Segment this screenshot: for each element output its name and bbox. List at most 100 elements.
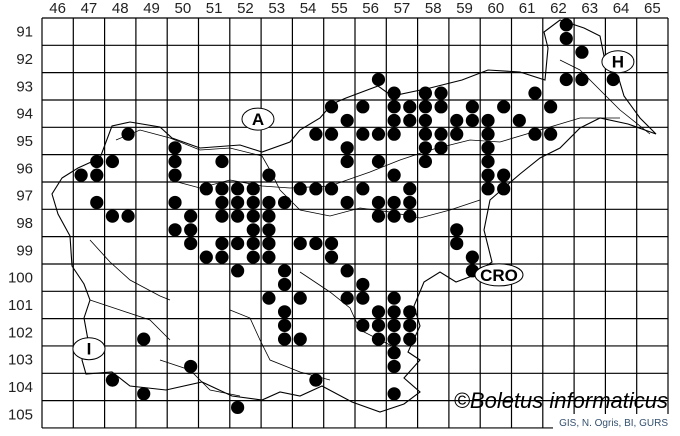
record-dot [262,250,276,264]
record-dot [262,168,276,182]
record-dot [74,168,88,182]
record-dot [105,373,120,387]
column-label: 47 [81,0,98,17]
record-dot [465,250,479,264]
record-dot [277,318,292,333]
record-dot [371,72,386,87]
record-dot [387,291,401,305]
column-label: 62 [550,0,567,17]
row-label: 105 [8,406,33,423]
record-dot [277,305,292,319]
record-dot [434,100,448,114]
record-dot [371,332,386,346]
record-dot [168,154,182,169]
record-dot [324,127,339,141]
river [89,299,171,341]
record-dot [481,141,495,155]
record-dot [418,127,433,141]
record-dot [387,113,401,128]
record-dot [215,182,229,196]
record-dot [215,250,229,264]
record-dot [497,100,511,114]
record-dot [137,387,151,401]
record-dot [309,127,323,141]
record-dot [293,332,307,346]
record-dot [403,100,417,114]
record-dot [262,223,276,237]
record-dot [324,182,339,196]
record-dot [184,223,198,237]
record-dot [528,86,542,100]
record-dot [387,318,401,333]
record-dot [340,154,354,169]
record-dot [90,195,104,210]
record-dot [403,209,417,223]
record-dot [371,318,386,333]
column-label: 50 [175,0,192,17]
record-dot [184,236,198,251]
record-dot [575,72,589,87]
record-dot [246,182,260,196]
record-dot [324,250,339,264]
record-dot [418,141,433,155]
record-dot [293,291,307,305]
credit-background [553,414,671,429]
record-dot [434,86,448,100]
record-dot [434,127,448,141]
record-dot [231,182,245,196]
column-label: 63 [581,0,598,17]
record-dot [90,154,104,169]
record-dot [246,195,260,210]
country-label: I [87,340,92,359]
record-dot [246,209,260,223]
record-dot [262,236,276,251]
credit-text: GIS, N. Ogris, BI, GURS [559,418,668,429]
record-dot [246,223,260,237]
record-dot [450,127,464,141]
record-dot [231,400,245,415]
record-dot [465,113,479,128]
column-label: 57 [394,0,411,17]
column-label: 49 [143,0,160,17]
record-dot [403,332,417,346]
row-label: 103 [8,352,33,369]
country-label-ellipse [72,337,106,361]
slovenia-border-outline [51,19,657,413]
record-dot [277,264,292,278]
row-label: 92 [16,51,33,68]
country-label: CRO [480,266,518,285]
column-label: 60 [488,0,505,17]
record-dot [450,236,464,251]
record-dot [137,332,151,346]
record-dot [246,250,260,264]
row-label: 91 [16,24,33,41]
record-dot [371,154,386,169]
row-label: 97 [16,188,33,205]
record-dot [231,236,245,251]
record-dot [231,209,245,223]
record-dot [105,209,120,223]
country-labels: A H CRO I [72,50,635,361]
record-dot [559,72,573,87]
column-label: 56 [362,0,379,17]
record-dot [497,168,511,182]
record-dot [356,318,370,333]
record-dot [293,182,307,196]
row-label: 104 [8,379,33,396]
column-label: 54 [300,0,317,17]
record-dot [168,141,182,155]
record-dot [105,154,120,169]
record-dot [231,195,245,210]
record-dot [512,113,526,128]
record-dot [528,127,542,141]
record-dot [403,195,417,210]
record-dot [544,127,558,141]
record-dot [387,387,401,401]
record-dot [371,127,386,141]
record-dot [403,318,417,333]
column-label: 58 [425,0,442,17]
record-dot [371,305,386,319]
column-label: 46 [49,0,66,17]
record-dot [121,209,135,223]
